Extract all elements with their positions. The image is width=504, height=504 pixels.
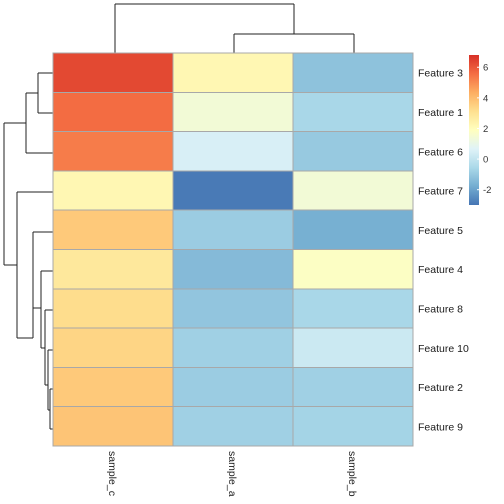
heatmap-cell [292, 288, 414, 329]
heatmap-cell [52, 131, 174, 172]
heatmap-cell [172, 52, 294, 93]
heatmap-cell [172, 170, 294, 211]
heatmap-cell [52, 366, 174, 408]
heatmap-cell [292, 170, 414, 211]
row-dendrogram [3, 72, 53, 430]
heatmap-cell [52, 249, 174, 290]
heatmap-cell [292, 249, 414, 290]
heatmap-cell [52, 327, 174, 368]
heatmap-cell [172, 249, 294, 290]
heatmap-cell [172, 327, 294, 368]
heatmap-cell [52, 209, 174, 250]
legend-tick-label: 4 [483, 93, 488, 104]
heatmap-cell [292, 91, 414, 133]
heatmap-cell [292, 52, 414, 93]
row-label: Feature 3 [418, 68, 463, 80]
row-label: Feature 8 [418, 303, 463, 315]
heatmap-cell [292, 131, 414, 172]
color-legend-ticks: -2 0 2 4 6 [477, 63, 491, 196]
heatmap-cell [292, 406, 414, 447]
heatmap-cell [292, 366, 414, 408]
heatmap-cell [52, 170, 174, 211]
heatmap-cell [172, 91, 294, 133]
column-dendrogram [114, 3, 355, 53]
legend-tick-label: 6 [483, 63, 488, 74]
heatmap-cell [172, 288, 294, 329]
heatmap-cells [52, 52, 414, 447]
heatmap-cell [172, 131, 294, 172]
heatmap-cell [52, 406, 174, 447]
column-label: sample_c [106, 451, 118, 496]
legend-tick-label: 0 [483, 155, 488, 166]
row-label: Feature 1 [418, 107, 463, 119]
color-legend: -2 0 2 4 6 [469, 55, 491, 205]
heatmap-cell [292, 209, 414, 250]
heatmap-cell [172, 406, 294, 447]
column-labels: sample_c sample_a sample_b [106, 451, 358, 497]
row-label: Feature 6 [418, 146, 463, 158]
row-label: Feature 7 [418, 186, 463, 198]
heatmap-cell [52, 52, 174, 93]
heatmap-cell [52, 288, 174, 329]
heatmap-cell [292, 327, 414, 368]
heatmap-cell [172, 209, 294, 250]
row-label: Feature 4 [418, 264, 463, 276]
legend-tick-label: -2 [483, 185, 491, 196]
row-label: Feature 2 [418, 382, 463, 394]
heatmap-cell [172, 366, 294, 408]
legend-tick-label: 2 [483, 124, 488, 135]
row-label: Feature 9 [418, 421, 463, 433]
row-label: Feature 10 [418, 343, 469, 355]
row-labels: Feature 3 Feature 1 Feature 6 Feature 7 Feat… [418, 68, 469, 434]
column-label: sample_b [346, 451, 358, 497]
column-label: sample_a [226, 451, 238, 497]
heatmap-cell [52, 91, 174, 133]
color-legend-bar [469, 55, 479, 205]
row-label: Feature 5 [418, 225, 463, 237]
